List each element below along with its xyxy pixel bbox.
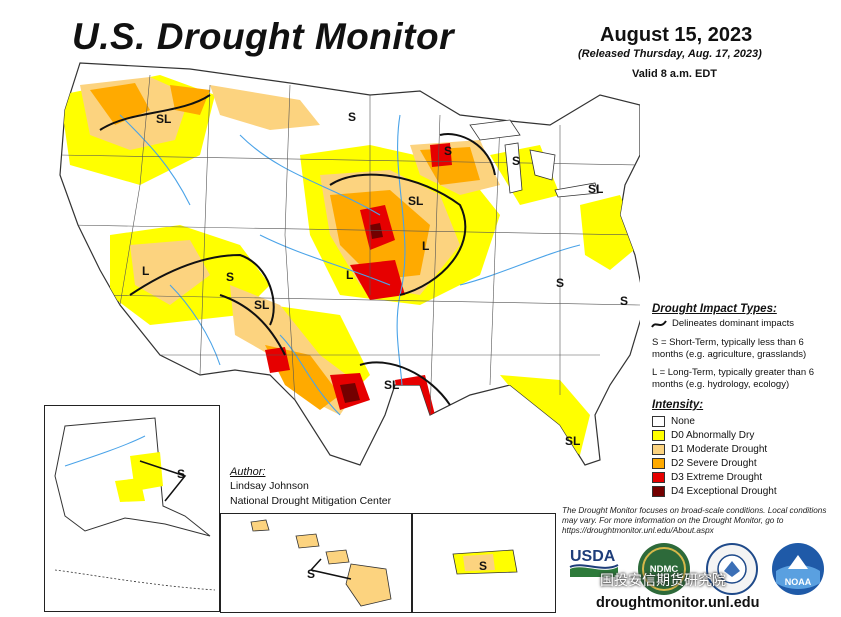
legend-d3: D3 Extreme Drought: [652, 471, 762, 484]
legend-label: None: [671, 416, 695, 427]
label-pa-sl: SL: [588, 182, 603, 196]
intensity-heading: Intensity:: [652, 399, 704, 411]
hawaii-map: S: [250, 519, 392, 607]
label-wi-s: S: [444, 144, 452, 158]
author-name: Lindsay Johnson: [230, 480, 309, 492]
label-pr-s: S: [479, 559, 487, 573]
author-heading: Author:: [230, 466, 266, 478]
label-nc-s: S: [620, 294, 628, 308]
author-org: National Drought Mitigation Center: [230, 495, 392, 507]
swatch-d3: [652, 472, 665, 483]
legend-label: D1 Moderate Drought: [671, 444, 768, 455]
label-ak-s: S: [177, 467, 185, 481]
legend-d0: D0 Abnormally Dry: [652, 429, 754, 442]
legend-label: D0 Abnormally Dry: [671, 430, 755, 441]
alaska-inset: S: [44, 405, 220, 547]
legend-d2: D2 Severe Drought: [652, 457, 757, 470]
legend-label: D3 Extreme Drought: [671, 472, 763, 483]
release-date: (Released Thursday, Aug. 17, 2023): [578, 48, 762, 60]
conus-drought-map: SL S S S SL L L L S SL SL SL SL S S: [59, 62, 640, 466]
puerto-rico-inset: S: [412, 513, 556, 613]
aleutians-map: [54, 569, 216, 591]
legend-none: None: [652, 415, 695, 428]
aleutians-inset: [44, 545, 220, 612]
long-term-note: L = Long-Term, typically greater than 6 …: [652, 367, 815, 390]
label-tx-sl: SL: [384, 378, 399, 392]
legend-d4: D4 Exceptional Drought: [652, 485, 777, 498]
impact-line-icon: [651, 320, 667, 328]
impact-types-heading: Drought Impact Types:: [652, 303, 777, 315]
label-ia-sl: SL: [408, 194, 423, 208]
map-date: August 15, 2023: [600, 24, 753, 46]
legend-label: D2 Severe Drought: [671, 458, 757, 469]
label-hi-s: S: [307, 567, 315, 581]
label-nd-s: S: [348, 110, 356, 124]
label-mo-l: L: [422, 239, 429, 253]
d4-areas: [340, 223, 383, 403]
label-ks-l: L: [346, 268, 353, 282]
label-co-s: S: [226, 270, 234, 284]
puerto-rico-map: S: [452, 549, 518, 575]
label-nw-sl: SL: [156, 112, 171, 126]
ndmc-logo-text: NDMC: [642, 547, 686, 591]
watermark-text: 国投安信期货研究院: [600, 572, 726, 588]
footnote: The Drought Monitor focuses on broad-sca…: [562, 506, 827, 535]
swatch-d4: [652, 486, 665, 497]
legend-d1: D1 Moderate Drought: [652, 443, 767, 456]
noaa-logo-text: NOAA: [785, 577, 812, 587]
label-nv-l: L: [142, 264, 149, 278]
label-fl-sl: SL: [565, 434, 580, 448]
map-title: U.S. Drought Monitor: [72, 16, 454, 57]
swatch-d0: [652, 430, 665, 441]
short-term-note: S = Short-Term, typically less than 6 mo…: [652, 337, 807, 360]
commerce-logo: [706, 543, 758, 595]
alaska-map: S: [54, 417, 211, 537]
site-url[interactable]: droughtmonitor.unl.edu: [596, 595, 760, 611]
noaa-logo: NOAA: [772, 543, 824, 595]
impact-delineates: Delineates dominant impacts: [672, 318, 794, 329]
impact-lines: [99, 94, 496, 406]
usda-logo-text: USDA: [570, 548, 616, 565]
swatch-d2: [652, 458, 665, 469]
label-va-s: S: [556, 276, 564, 290]
great-lakes: [469, 119, 599, 198]
label-mi-s: S: [512, 154, 520, 168]
swatch-d1: [652, 444, 665, 455]
hawaii-inset: S: [220, 513, 412, 613]
valid-time: Valid 8 a.m. EDT: [632, 68, 717, 80]
ndmc-logo: NDMC: [638, 543, 690, 595]
legend-label: D4 Exceptional Drought: [671, 486, 777, 497]
swatch-none: [652, 416, 665, 427]
usda-logo: USDA: [568, 545, 620, 581]
label-nm-sl: SL: [254, 298, 269, 312]
